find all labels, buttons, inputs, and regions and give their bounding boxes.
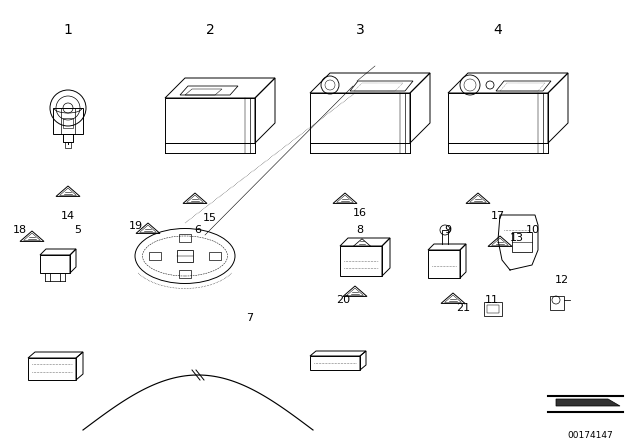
Text: 18: 18 — [13, 225, 27, 235]
Polygon shape — [556, 399, 620, 406]
Bar — [65, 142, 71, 148]
Text: 19: 19 — [129, 221, 143, 231]
Text: 20: 20 — [336, 295, 350, 305]
Bar — [179, 270, 191, 278]
Text: 3: 3 — [356, 23, 364, 37]
Bar — [177, 250, 193, 262]
Bar — [179, 234, 191, 242]
Text: 11: 11 — [485, 295, 499, 305]
Text: 5: 5 — [74, 225, 81, 235]
Bar — [550, 296, 564, 310]
Text: 1: 1 — [63, 23, 72, 37]
Text: 12: 12 — [555, 275, 569, 285]
Text: 16: 16 — [353, 208, 367, 218]
Text: 00174147: 00174147 — [567, 431, 613, 440]
Text: 2: 2 — [205, 23, 214, 37]
Bar — [487, 305, 499, 313]
Bar — [209, 252, 221, 260]
Text: 17: 17 — [491, 211, 505, 221]
Text: 8: 8 — [356, 225, 364, 235]
Bar — [484, 302, 502, 316]
Text: 15: 15 — [203, 213, 217, 223]
Bar — [149, 252, 161, 260]
Text: 10: 10 — [526, 225, 540, 235]
Bar — [512, 232, 532, 252]
Text: 13: 13 — [510, 233, 524, 243]
Bar — [63, 118, 73, 128]
Text: 14: 14 — [61, 211, 75, 221]
Text: 9: 9 — [444, 225, 452, 235]
Bar — [53, 108, 83, 134]
Text: 4: 4 — [493, 23, 502, 37]
Text: 7: 7 — [246, 313, 253, 323]
Text: 6: 6 — [195, 225, 202, 235]
Text: 21: 21 — [456, 303, 470, 313]
